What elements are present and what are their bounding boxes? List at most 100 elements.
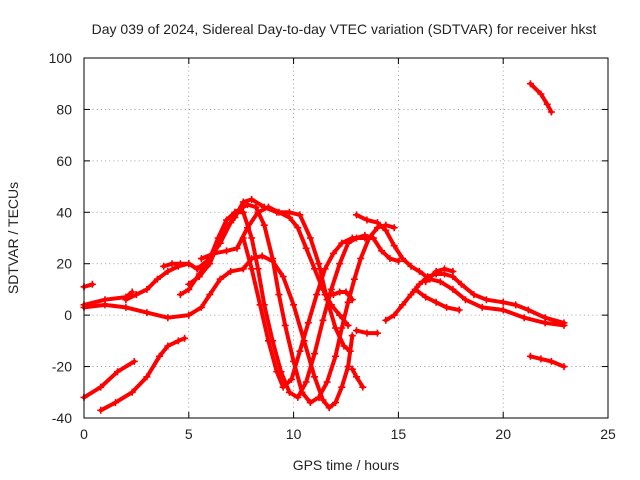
data-point — [524, 306, 532, 314]
data-point — [344, 321, 352, 329]
data-point — [143, 373, 151, 381]
data-point — [206, 291, 214, 299]
series-line — [528, 354, 566, 369]
data-point — [348, 365, 356, 373]
data-point — [499, 298, 507, 306]
data-point — [478, 303, 486, 311]
data-point — [254, 208, 262, 216]
data-point — [526, 80, 534, 88]
data-point — [359, 383, 367, 391]
series-arc-17 — [411, 285, 463, 314]
data-point — [363, 329, 371, 337]
data-point — [499, 306, 507, 314]
data-point — [332, 352, 340, 360]
data-point — [390, 224, 398, 232]
data-point — [130, 357, 138, 365]
data-point — [352, 327, 360, 335]
data-point — [164, 342, 172, 350]
data-point — [348, 296, 356, 304]
data-point — [164, 314, 172, 322]
data-series — [80, 80, 568, 414]
x-tick-label: 20 — [495, 426, 511, 442]
series-line — [241, 236, 376, 390]
data-point — [543, 100, 551, 108]
data-point — [482, 296, 490, 304]
data-point — [296, 211, 304, 219]
data-point — [185, 311, 193, 319]
data-point — [248, 265, 256, 273]
data-point — [399, 255, 407, 263]
series-line — [528, 81, 554, 114]
data-point — [541, 314, 549, 322]
data-point — [285, 388, 293, 396]
series-arc-18 — [422, 265, 457, 286]
data-point — [275, 208, 283, 216]
data-point — [415, 280, 423, 288]
data-point — [311, 265, 319, 273]
data-point — [197, 255, 205, 263]
data-point — [560, 363, 568, 371]
data-point — [128, 388, 136, 396]
series-arc-16 — [382, 270, 568, 327]
data-point — [155, 352, 163, 360]
grid-lines — [84, 58, 608, 418]
data-point — [321, 291, 329, 299]
data-point — [399, 301, 407, 309]
data-point — [315, 260, 323, 268]
data-point — [281, 321, 289, 329]
data-point — [382, 226, 390, 234]
data-point — [342, 288, 350, 296]
data-point — [357, 255, 365, 263]
data-point — [512, 301, 520, 309]
data-point — [449, 267, 457, 275]
data-point — [455, 306, 463, 314]
y-tick-label: 60 — [56, 153, 72, 169]
data-point — [382, 316, 390, 324]
data-point — [239, 198, 247, 206]
data-point — [352, 211, 360, 219]
data-point — [373, 329, 381, 337]
data-point — [390, 242, 398, 250]
data-point — [319, 316, 327, 324]
data-point — [269, 255, 277, 263]
data-point — [239, 208, 247, 216]
data-point — [88, 280, 96, 288]
data-point — [325, 404, 333, 412]
series-arc-20 — [526, 352, 568, 371]
data-point — [227, 267, 235, 275]
data-point — [101, 301, 109, 309]
plot-frame — [83, 57, 609, 419]
data-point — [273, 368, 281, 376]
data-point — [338, 239, 346, 247]
data-point — [223, 224, 231, 232]
data-point — [302, 244, 310, 252]
data-point — [432, 267, 440, 275]
data-point — [122, 296, 130, 304]
data-point — [329, 291, 337, 299]
data-point — [348, 234, 356, 242]
x-tick-label: 25 — [600, 426, 616, 442]
series-line — [82, 290, 135, 307]
x-tick-label: 5 — [185, 426, 193, 442]
data-point — [206, 260, 214, 268]
data-point — [298, 388, 306, 396]
data-point — [248, 195, 256, 203]
y-tick-label: -20 — [52, 359, 72, 375]
series-arc-5 — [97, 334, 189, 414]
data-point — [302, 378, 310, 386]
data-point — [294, 393, 302, 401]
data-point — [363, 216, 371, 224]
data-point — [239, 234, 247, 242]
data-point — [441, 265, 449, 273]
data-point — [306, 234, 314, 242]
data-point — [296, 347, 304, 355]
data-point — [436, 278, 444, 286]
data-point — [336, 311, 344, 319]
data-point — [432, 298, 440, 306]
x-axis-label: GPS time / hours — [293, 457, 400, 473]
y-tick-label: -40 — [52, 410, 72, 426]
data-point — [390, 311, 398, 319]
data-point — [254, 265, 262, 273]
y-tick-label: 20 — [56, 256, 72, 272]
